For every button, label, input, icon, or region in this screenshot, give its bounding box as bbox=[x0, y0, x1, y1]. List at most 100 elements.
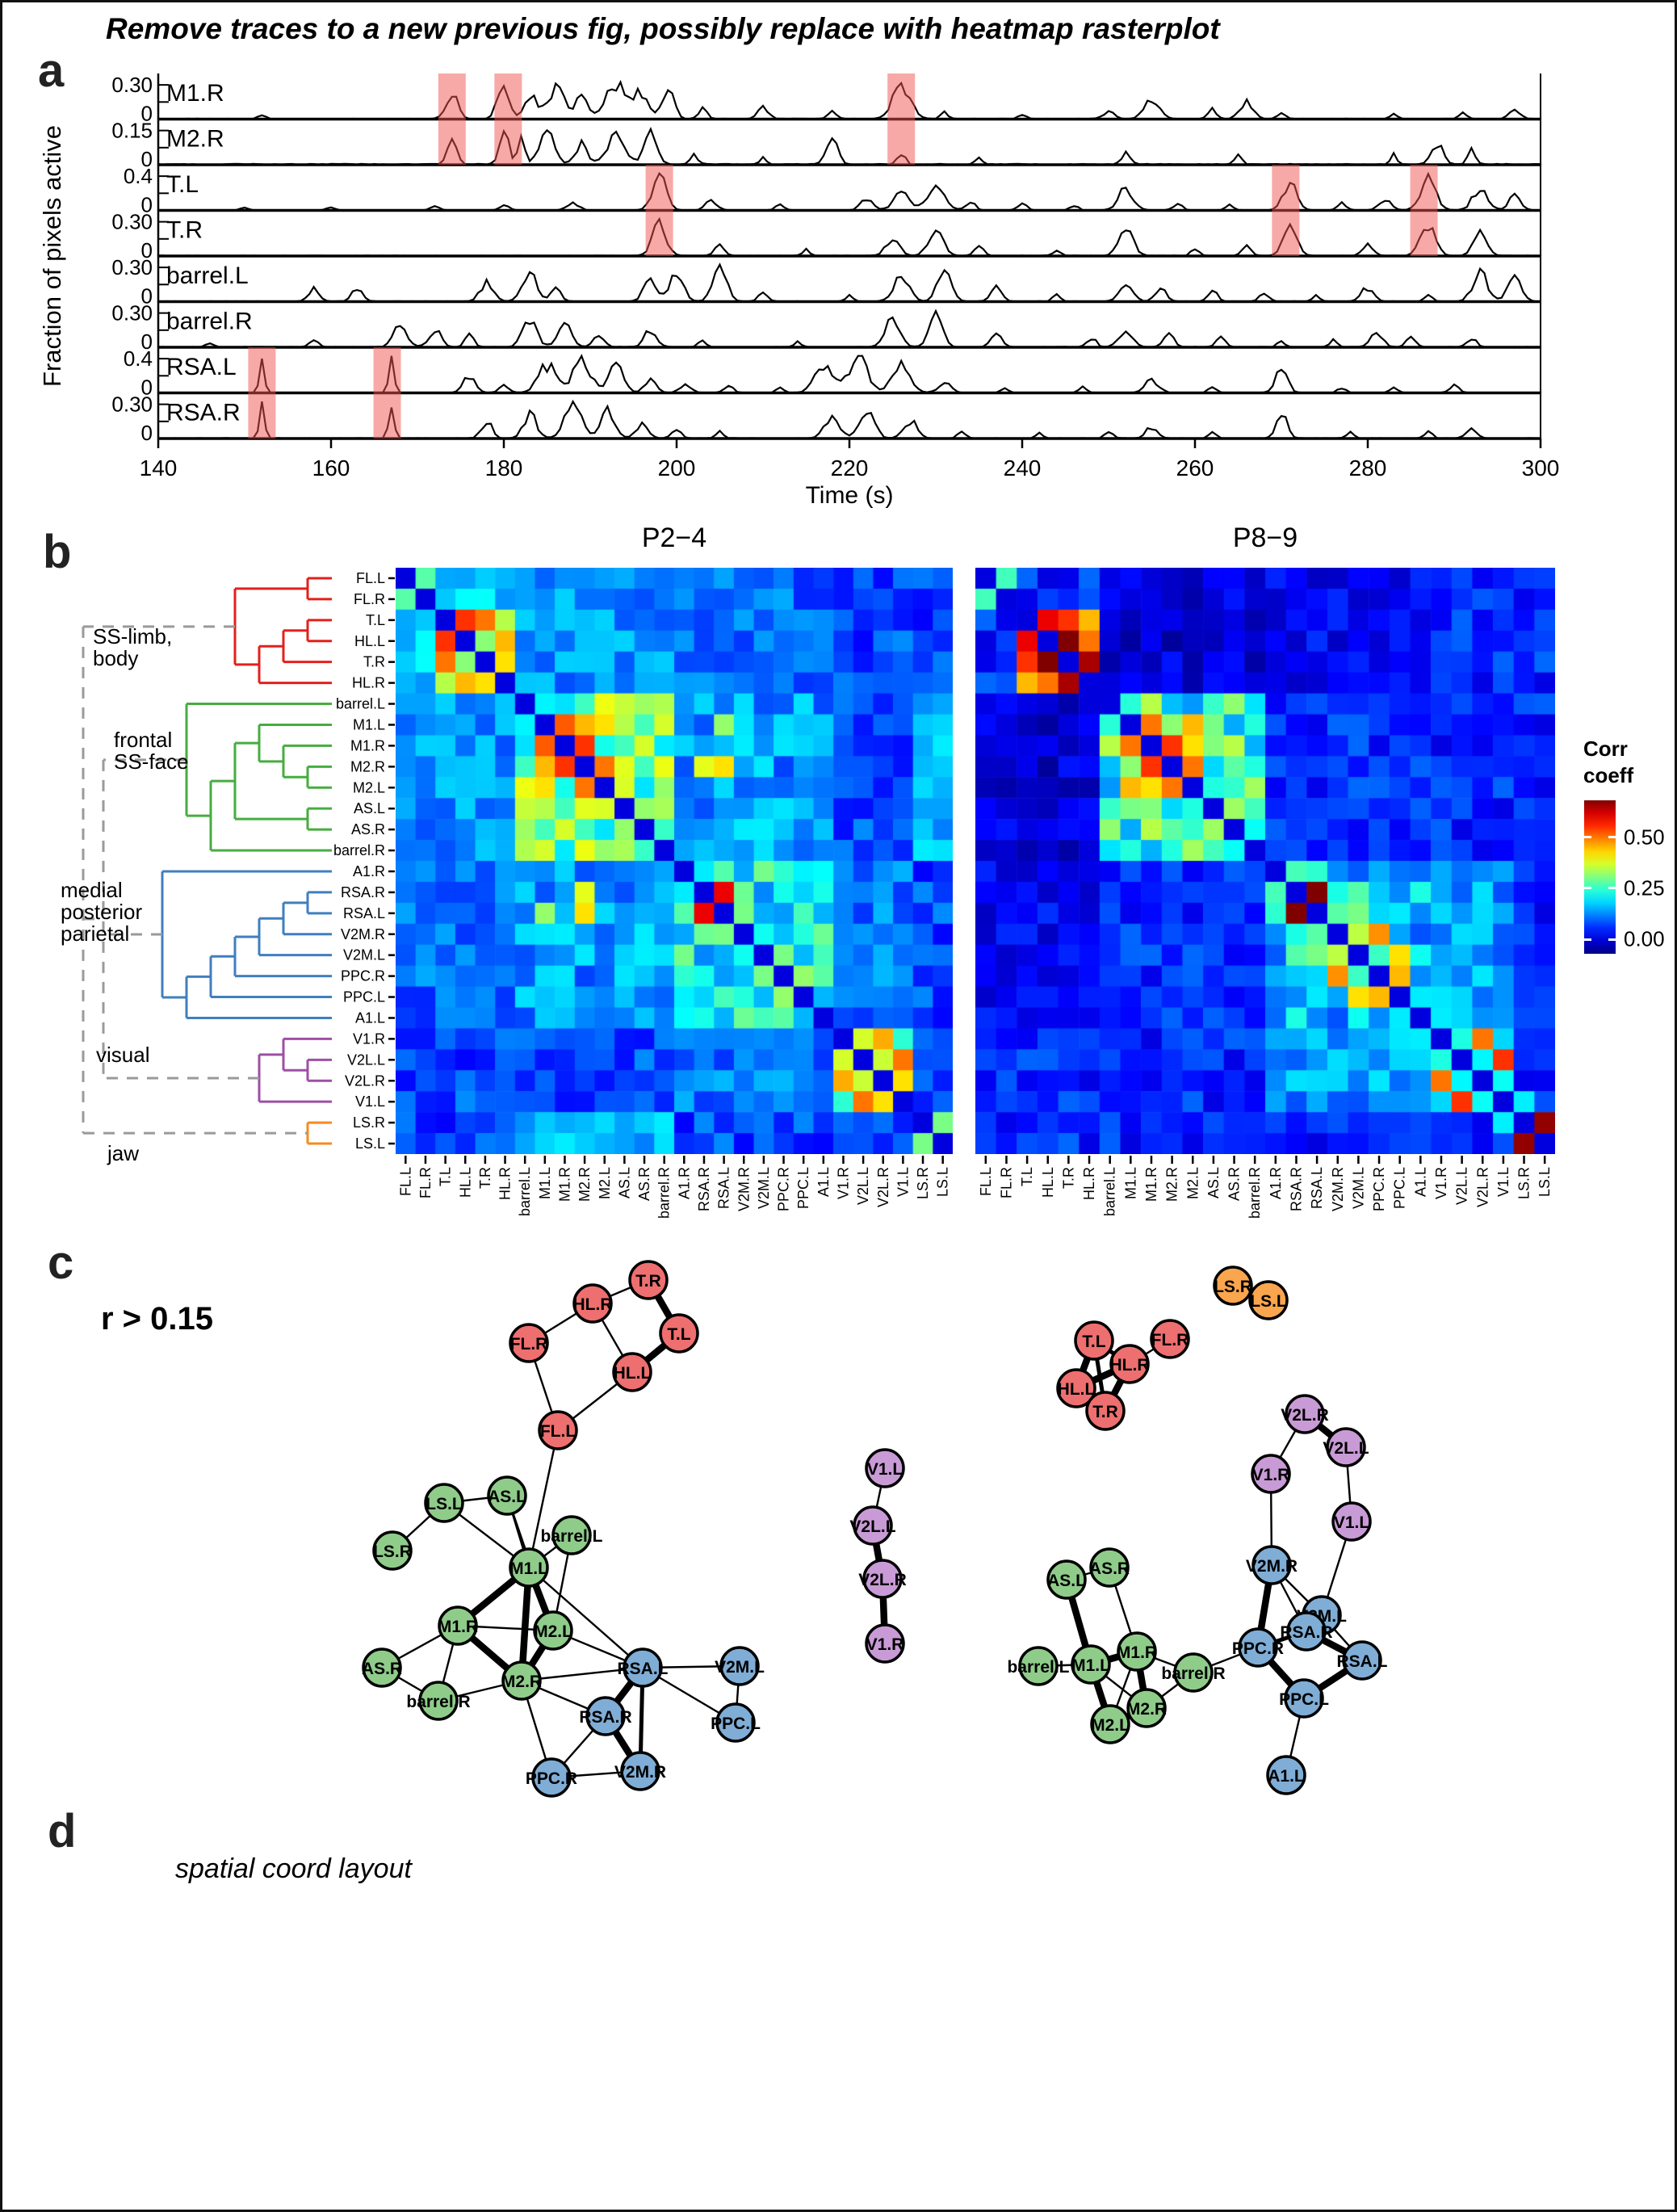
network-node-label: M1.L bbox=[509, 1559, 548, 1578]
network-node-V2L.L bbox=[853, 1505, 893, 1546]
heatmap-col-label: LS.L bbox=[1537, 1167, 1553, 1197]
network-node-label: FL.L bbox=[540, 1422, 576, 1441]
heatmap-row-label: M2.L bbox=[353, 779, 385, 795]
network-node-V2M.L bbox=[719, 1646, 760, 1686]
network-node-FL.R bbox=[1150, 1319, 1190, 1359]
network-node-label: barrel.R bbox=[406, 1693, 470, 1711]
ytick-max: 0.30 bbox=[111, 210, 153, 234]
network-node-label: M1.L bbox=[1071, 1656, 1110, 1675]
network-node-V1.L bbox=[865, 1448, 905, 1488]
heatmap-col-label: AS.R bbox=[636, 1167, 652, 1201]
heatmap-row-label: PPC.L bbox=[343, 989, 385, 1005]
network-node-M2.R bbox=[1126, 1688, 1167, 1728]
heatmap-col-label: V1.R bbox=[835, 1167, 851, 1199]
network-node-label: PPC.R bbox=[526, 1769, 577, 1788]
network-node-label: HL.R bbox=[1110, 1356, 1150, 1375]
activity-trace bbox=[157, 309, 1542, 349]
heatmap-col-label: HL.L bbox=[1040, 1167, 1056, 1198]
network-node-V1.L bbox=[1331, 1501, 1372, 1542]
ytick-max: 0.30 bbox=[111, 73, 153, 97]
xtick-label: 180 bbox=[485, 455, 523, 481]
network-node-M1.R bbox=[1117, 1631, 1157, 1672]
heatmap-col-label: T.L bbox=[1019, 1167, 1035, 1186]
network-node-label: PPC.L bbox=[1279, 1690, 1329, 1709]
heatmap-row-label: T.R bbox=[363, 654, 385, 670]
panel-d-label: d bbox=[48, 1805, 77, 1857]
heatmap-col-label: M2.L bbox=[597, 1167, 613, 1199]
network-node-HL.R bbox=[1109, 1344, 1150, 1384]
xtick-label: 140 bbox=[140, 455, 178, 481]
network-node-label: M2.R bbox=[501, 1673, 542, 1691]
heatmap-row-label: V2M.L bbox=[343, 947, 385, 963]
heatmap-col-label: RSA.R bbox=[696, 1167, 712, 1211]
network-node-PPC.R bbox=[1238, 1627, 1278, 1668]
ytick-max: 0.30 bbox=[111, 301, 153, 325]
colorbar bbox=[1584, 800, 1616, 954]
trace-row-M1.R: 0.30 0 M1.R bbox=[111, 73, 1542, 126]
heatmap-col-label: RSA.L bbox=[716, 1167, 732, 1209]
cluster-label: parietal bbox=[61, 921, 129, 946]
heatmap-col-label: A1.L bbox=[1412, 1167, 1428, 1197]
heatmap-col-label: V1.L bbox=[895, 1167, 911, 1197]
network-edge bbox=[520, 1666, 644, 1682]
network-node-T.L bbox=[1074, 1320, 1114, 1361]
xtick-label: 160 bbox=[312, 455, 350, 481]
network-node-label: M2.L bbox=[1091, 1716, 1130, 1735]
heatmap-col-label: T.R bbox=[1060, 1167, 1076, 1189]
ytick-zero: 0 bbox=[141, 284, 153, 309]
heatmap-col-label: V2M.R bbox=[736, 1167, 752, 1211]
network-node-label: T.R bbox=[1092, 1403, 1118, 1421]
heatmap-col-label: barrel.L bbox=[517, 1167, 533, 1216]
network-node-AS.L bbox=[487, 1475, 527, 1516]
network-node-label: M2.R bbox=[1126, 1700, 1167, 1719]
event-highlight-band bbox=[1272, 165, 1300, 256]
cluster-label: medial bbox=[61, 878, 123, 902]
network-node-PPC.L bbox=[715, 1702, 756, 1743]
ytick-zero: 0 bbox=[141, 238, 153, 262]
network-node-RSA.R bbox=[585, 1696, 626, 1736]
xtick-label: 260 bbox=[1176, 455, 1214, 481]
network-node-T.R bbox=[628, 1260, 669, 1300]
heatmap-row-label: A1.L bbox=[355, 1009, 385, 1026]
network-node-V2L.L bbox=[1326, 1427, 1366, 1467]
network-node-label: T.L bbox=[1082, 1333, 1105, 1351]
cluster-label: SS-face bbox=[114, 749, 189, 774]
heatmap-col-label: V2M.L bbox=[756, 1167, 772, 1209]
activity-trace bbox=[157, 262, 1541, 303]
heatmap-col-label: AS.L bbox=[616, 1167, 632, 1198]
network-node-label: V2M.L bbox=[715, 1658, 765, 1677]
heatmap-col-label: PPC.R bbox=[1371, 1167, 1387, 1211]
colorbar-tick-label: 0.00 bbox=[1624, 926, 1665, 951]
colorbar-title-line2: coeff bbox=[1583, 763, 1634, 787]
heatmap-col-label: PPC.L bbox=[1392, 1167, 1408, 1209]
heatmap-col-label: barrel.R bbox=[1247, 1167, 1263, 1219]
cluster-label: frontal bbox=[114, 728, 172, 752]
heatmap-row-label: RSA.R bbox=[341, 884, 385, 900]
network-node-V2L.R bbox=[1285, 1394, 1325, 1434]
heatmap-col-label: A1.L bbox=[815, 1167, 832, 1197]
colorbar-title-line1: Corr bbox=[1583, 737, 1628, 761]
network-node-V1.R bbox=[1251, 1454, 1291, 1494]
network-node-V2M.R bbox=[620, 1751, 660, 1791]
network-node-M2.L bbox=[533, 1610, 573, 1651]
cluster-label: visual bbox=[96, 1043, 149, 1067]
panel-a-label: a bbox=[38, 44, 65, 97]
heatmap-col-label: V1.R bbox=[1433, 1167, 1449, 1199]
heatmap-row-label: FL.L bbox=[356, 570, 385, 586]
network-threshold-label: r > 0.15 bbox=[101, 1301, 214, 1337]
network-node-HL.R bbox=[572, 1283, 613, 1324]
network-node-AS.L bbox=[1046, 1559, 1087, 1600]
trace-row-RSA.L: 0.4 0 RSA.L bbox=[124, 346, 1542, 400]
trace-row-name: T.L bbox=[166, 171, 199, 198]
ytick-zero: 0 bbox=[141, 421, 153, 445]
heatmap-col-label: V2L.L bbox=[1454, 1167, 1470, 1205]
panel-c-label: c bbox=[48, 1236, 74, 1289]
network-node-label: V1.R bbox=[1252, 1466, 1290, 1484]
cluster-label: SS-limb, bbox=[93, 624, 172, 648]
network-node-label: V2L.L bbox=[1323, 1439, 1369, 1458]
colorbar-tick-label: 0.25 bbox=[1624, 875, 1665, 900]
heatmap-row-label: V2M.R bbox=[341, 926, 385, 942]
activity-trace bbox=[157, 171, 1541, 212]
trace-row-name: RSA.R bbox=[166, 400, 241, 426]
colorbar-tickmark bbox=[1608, 887, 1616, 890]
